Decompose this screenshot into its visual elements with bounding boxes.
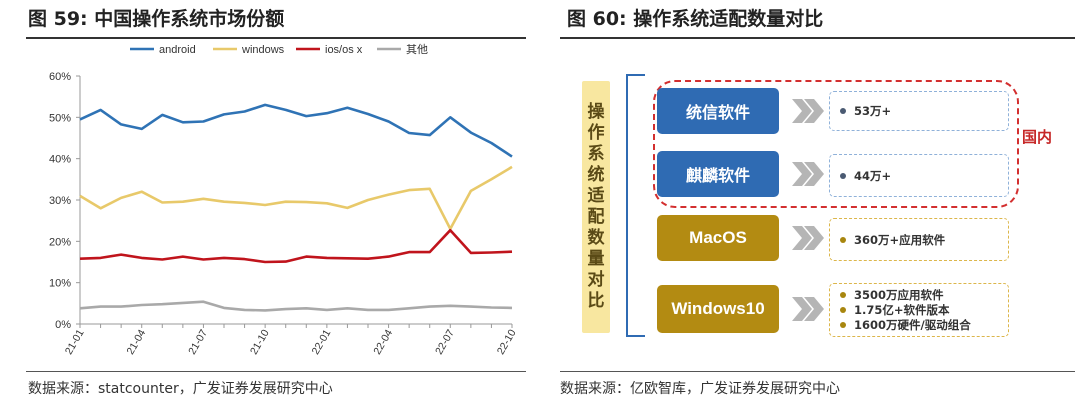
info-item: 1.75亿+软件版本 — [840, 303, 950, 318]
info-box: 360万+应用软件 — [829, 218, 1009, 261]
double-chevron-right-icon — [792, 99, 824, 123]
system-box: 麒麟软件 — [657, 151, 779, 197]
series-line-ios/os x — [79, 228, 513, 264]
system-box: Windows10 — [657, 285, 779, 333]
y-tick-label: 60% — [49, 71, 71, 83]
side-label-char: 操 — [587, 102, 605, 122]
legend-label: windows — [241, 44, 285, 56]
chart-legend: android windows ios/os x 其他 — [130, 43, 428, 56]
source-rule — [26, 371, 526, 372]
bracket-icon — [626, 74, 645, 337]
source-rule — [560, 371, 1075, 372]
bullet-icon — [840, 108, 846, 114]
source-note: 数据来源：statcounter，广发证券发展研究中心 — [28, 381, 333, 397]
y-tick-label: 0% — [55, 319, 71, 331]
y-tick-label: 20% — [49, 236, 71, 248]
bullet-icon — [840, 292, 846, 298]
side-label-char: 对 — [587, 270, 605, 290]
figure-60-title: 图 60: 操作系统适配数量对比 — [567, 8, 824, 30]
series-line-android — [79, 103, 513, 158]
side-label-char: 量 — [587, 249, 605, 269]
x-axis: 21-01 21-04 21-07 21-10 22-01 22-04 22-07 22-10 — [63, 323, 519, 357]
info-item-text: 1.75亿+软件版本 — [854, 303, 950, 317]
side-label-box: 操作系统适配数量对比 — [582, 81, 610, 333]
double-chevron-right-icon — [792, 226, 824, 250]
bullet-icon — [840, 172, 846, 179]
double-chevron-right-icon — [792, 162, 824, 186]
domestic-label: 国内 — [1022, 128, 1053, 146]
y-tick-label: 40% — [49, 154, 71, 166]
info-box: 44万+ — [829, 154, 1009, 197]
info-box: 3500万应用软件 1.75亿+软件版本 1600万硬件/驱动组合 — [829, 283, 1009, 337]
y-axis: 0% 10% 20% 30% 40% 50% 60% — [49, 71, 81, 331]
bullet-icon — [840, 236, 846, 243]
info-item: 3500万应用软件 — [840, 288, 944, 303]
y-tick-label: 30% — [49, 195, 71, 207]
info-item-text: 3500万应用软件 — [854, 288, 944, 302]
x-tick-label: 21-07 — [186, 327, 210, 356]
title-rule — [560, 37, 1075, 39]
bullet-icon — [840, 307, 846, 313]
info-item-text: 1600万硬件/驱动组合 — [854, 318, 971, 332]
side-label-char: 作 — [587, 123, 605, 143]
info-item: 44万+ — [840, 168, 891, 183]
y-tick-label: 10% — [49, 278, 71, 290]
y-tick-label: 50% — [49, 112, 71, 124]
left-panel: 图 59: 中国操作系统市场份额 android windows ios/os x 其… — [0, 0, 530, 415]
info-item-text: 44万+ — [854, 168, 892, 183]
side-label-char: 适 — [587, 186, 605, 206]
series-line-windows — [79, 165, 513, 231]
info-item: 53万+ — [840, 104, 891, 119]
info-box: 53万+ — [829, 91, 1009, 131]
line-chart: android windows ios/os x 其他 0% 10% 20% 30% 40% 5… — [49, 43, 519, 357]
title-rule — [26, 37, 526, 39]
x-tick-label: 22-10 — [495, 327, 519, 356]
legend-label: android — [159, 44, 196, 56]
x-tick-label: 21-04 — [124, 327, 148, 356]
info-item: 1600万硬件/驱动组合 — [840, 318, 971, 333]
side-label-char: 系 — [587, 144, 605, 164]
figure-59-title: 图 59: 中国操作系统市场份额 — [28, 8, 285, 30]
system-box: MacOS — [657, 215, 779, 261]
x-tick-label: 21-10 — [248, 327, 272, 356]
x-tick-label: 21-01 — [63, 327, 87, 356]
info-item-text: 53万+ — [854, 104, 892, 118]
source-note: 数据来源：亿欧智库，广发证券发展研究中心 — [560, 381, 840, 397]
plot-area — [79, 103, 513, 312]
system-box: 统信软件 — [657, 88, 779, 134]
x-tick-label: 22-04 — [371, 327, 395, 356]
side-label-char: 统 — [587, 165, 605, 185]
info-item-text: 360万+应用软件 — [854, 232, 946, 247]
side-label-char: 比 — [587, 291, 605, 311]
x-tick-label: 22-07 — [433, 327, 457, 356]
series-line-其他 — [79, 300, 513, 312]
bullet-icon — [840, 322, 846, 328]
legend-label: ios/os x — [325, 44, 363, 56]
domestic-group-frame — [653, 80, 1019, 208]
side-label-char: 配 — [587, 207, 605, 227]
side-label-char: 数 — [587, 228, 605, 248]
right-panel: 图 60: 操作系统适配数量对比 操作系统适配数量对比 国内 统信软件 53万+ 麒… — [557, 0, 1080, 415]
info-item: 360万+应用软件 — [840, 232, 945, 247]
x-tick-label: 22-01 — [310, 327, 334, 356]
double-chevron-right-icon — [792, 297, 824, 321]
legend-label: 其他 — [406, 43, 428, 56]
